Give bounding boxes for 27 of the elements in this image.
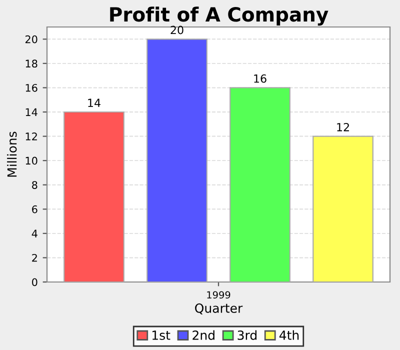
data-label: 20 <box>170 26 184 34</box>
data-label: 14 <box>88 98 100 107</box>
x-tick-label: 1999 <box>207 291 230 299</box>
y-tick-label: 6 <box>32 205 38 214</box>
y-axis-title: Millions <box>7 132 17 177</box>
y-tick-label: 8 <box>32 181 38 189</box>
y-tick-label: 18 <box>26 60 38 68</box>
y-tick-label: 10 <box>26 156 38 165</box>
legend-label: 2nd <box>192 330 214 340</box>
legend-label: 3rd <box>238 330 256 340</box>
y-tick-label: 0 <box>32 278 38 286</box>
y-tick-label: 16 <box>26 84 38 92</box>
bar <box>312 136 374 282</box>
data-label: 12 <box>337 122 349 132</box>
y-tick-label: 20 <box>25 35 38 44</box>
legend-label: 1st <box>152 330 170 340</box>
legend-label: 4th <box>279 330 299 340</box>
chart-title: Profit of A Company <box>110 6 328 26</box>
x-axis-title: Quarter <box>195 303 243 314</box>
bar <box>146 38 208 282</box>
data-label: 16 <box>254 74 266 83</box>
y-tick-label: 12 <box>26 132 37 140</box>
y-tick-label: 4 <box>32 230 38 238</box>
bar <box>64 111 124 282</box>
y-tick-label: 14 <box>26 108 38 116</box>
y-tick-label: 2 <box>32 254 37 262</box>
bar <box>230 87 290 282</box>
